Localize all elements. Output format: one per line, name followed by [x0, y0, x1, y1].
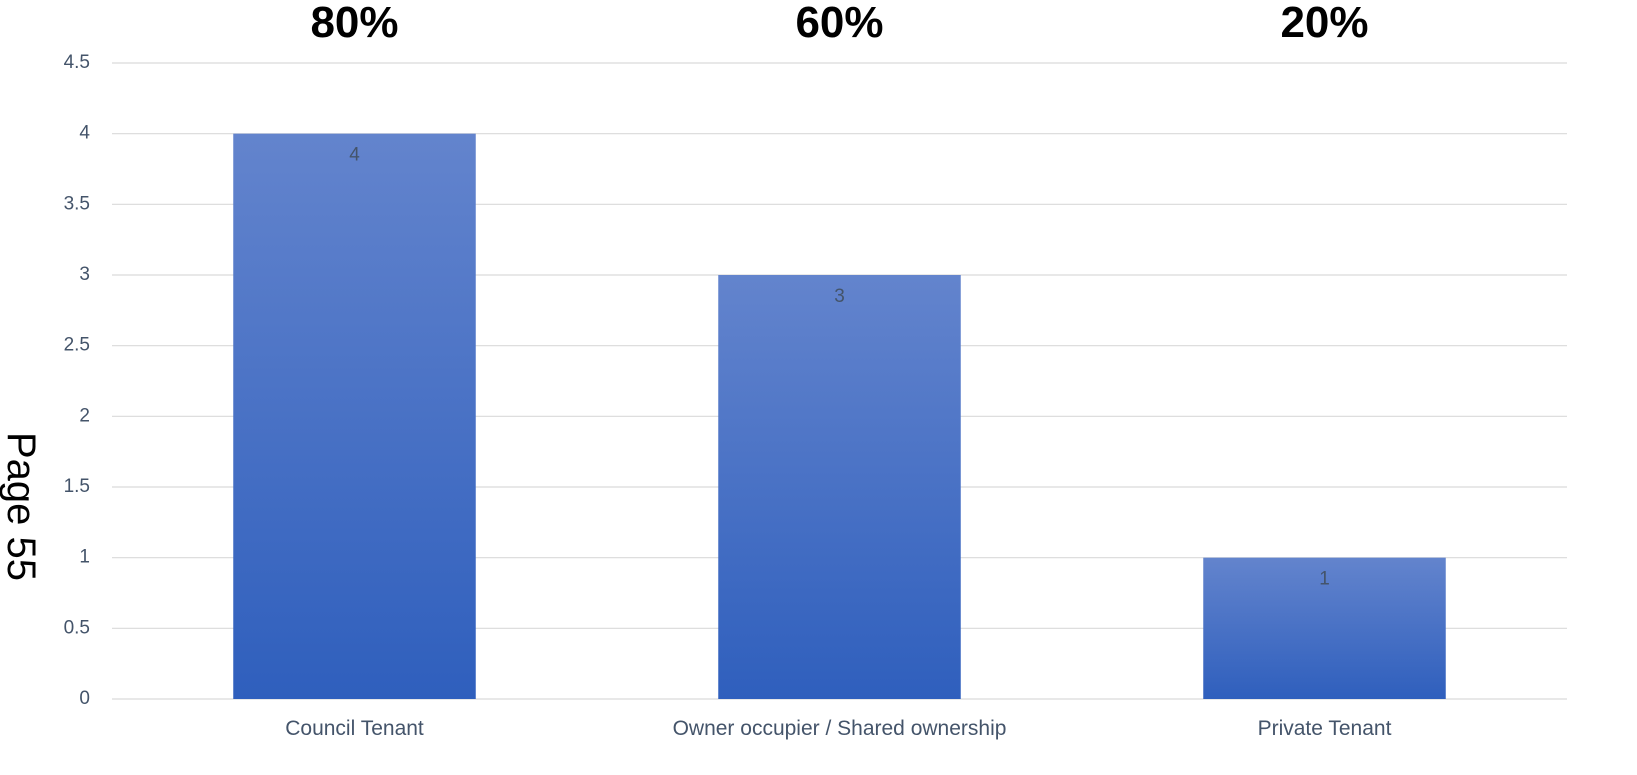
y-tick-label: 1.5 — [64, 476, 90, 497]
bar-data-label: 1 — [1319, 569, 1330, 590]
percent-label: 20% — [1280, 0, 1368, 47]
percent-label: 80% — [310, 0, 398, 47]
percent-label: 60% — [795, 0, 883, 47]
page-label: Page 55 — [0, 432, 43, 581]
bar-data-label: 4 — [349, 145, 360, 166]
category-label: Council Tenant — [285, 717, 424, 740]
bar-1 — [718, 275, 961, 699]
y-tick-label: 0.5 — [64, 617, 90, 638]
y-tick-label: 1 — [79, 547, 90, 568]
category-label: Private Tenant — [1258, 717, 1392, 740]
y-tick-label: 4.5 — [64, 52, 90, 73]
bars: 4 3 1 — [233, 133, 1446, 699]
bar-data-label: 3 — [834, 286, 845, 307]
x-axis-categories: Council Tenant Owner occupier / Shared ow… — [285, 717, 1391, 740]
y-tick-label: 2.5 — [64, 335, 90, 356]
category-label: Owner occupier / Shared ownership — [673, 717, 1007, 740]
percent-labels: 80% 60% 20% — [310, 0, 1368, 47]
bar-0 — [233, 133, 476, 699]
y-axis-ticks: 0 0.5 1 1.5 2 2.5 3 3.5 4 4.5 — [64, 52, 91, 709]
y-tick-label: 3.5 — [64, 193, 90, 214]
bar-2 — [1203, 557, 1446, 699]
y-tick-label: 2 — [79, 405, 90, 426]
y-tick-label: 3 — [79, 264, 90, 285]
y-tick-label: 4 — [79, 123, 90, 144]
y-tick-label: 0 — [79, 688, 90, 709]
